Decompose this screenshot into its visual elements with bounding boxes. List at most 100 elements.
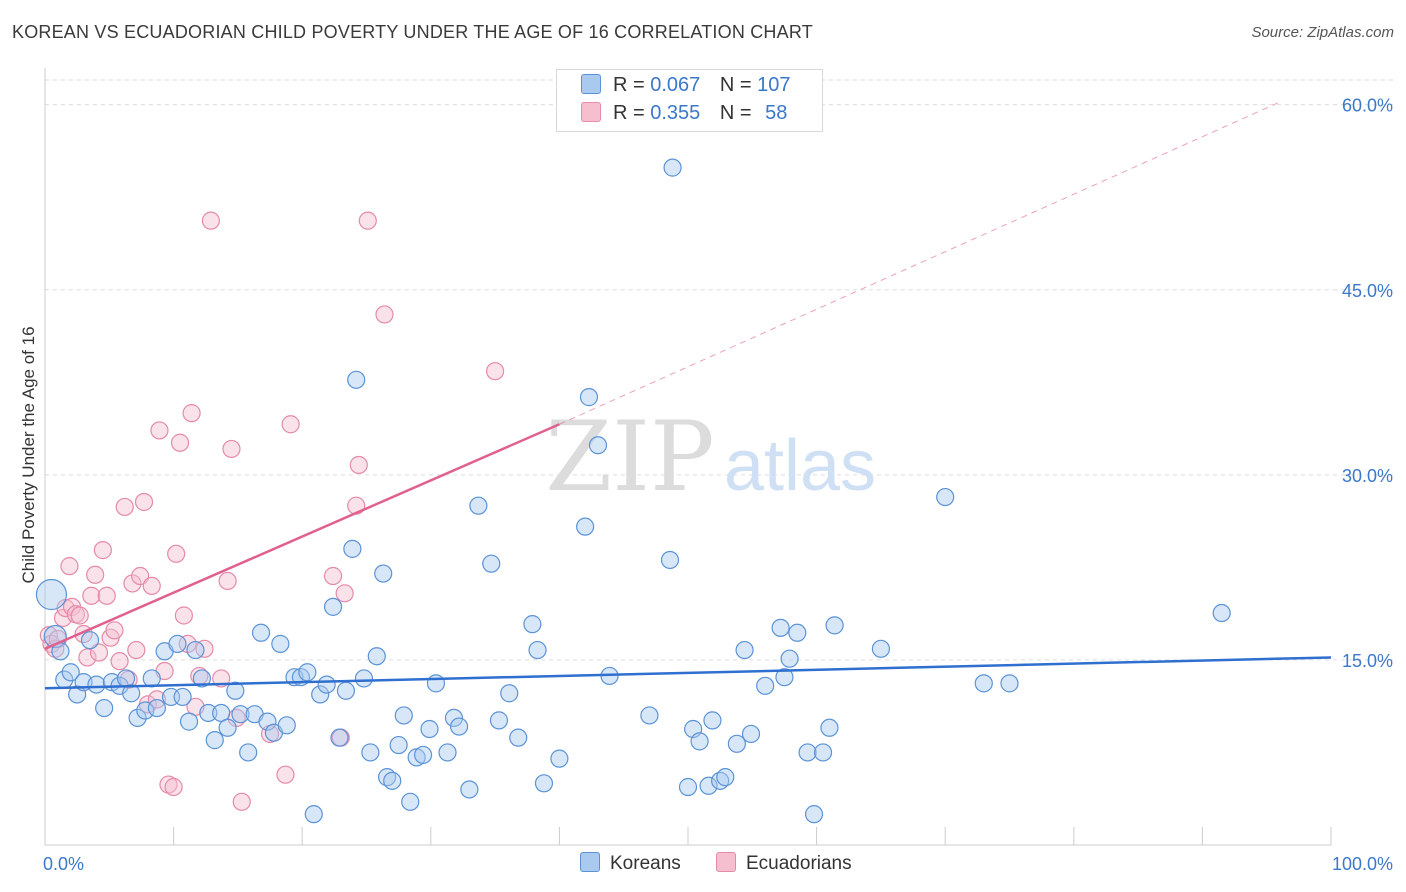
ecuadorian-point [276, 765, 295, 784]
korean-point [534, 774, 554, 793]
korean-point [147, 698, 166, 718]
ecuadorian-point [281, 415, 300, 434]
ecuadorian-point [89, 643, 109, 662]
ecuadorian-point [93, 541, 112, 560]
ecuadorian-point [232, 792, 251, 811]
ecuadorian-point [201, 211, 220, 230]
korean-point [482, 554, 501, 573]
korean-point [756, 676, 775, 695]
ecuadorian-point [182, 404, 201, 423]
korean-point [741, 724, 761, 744]
korean-point [168, 634, 187, 653]
korean-point [523, 615, 542, 634]
korean-point [489, 711, 509, 730]
korean-point [735, 640, 754, 660]
korean-point [663, 158, 682, 177]
korean-point [298, 663, 317, 682]
korean-point [579, 388, 599, 407]
korean-point [576, 517, 595, 536]
axes [44, 68, 1332, 846]
korean-point [413, 745, 433, 765]
korean-point [798, 743, 817, 762]
ecuadorian-point [170, 433, 190, 452]
ecuadorian-trend-extension [559, 101, 1280, 425]
korean-point [231, 705, 250, 724]
korean-point [226, 681, 245, 700]
korean-point [122, 684, 141, 703]
korean-point [311, 685, 330, 704]
ecuadorian-trend-line [44, 423, 560, 650]
korean-point [87, 675, 106, 694]
y-axis-label: Child Poverty Under the Age of 16 [19, 326, 38, 583]
korean-point [690, 732, 709, 751]
korean-point [444, 708, 464, 728]
korean-point [80, 631, 100, 650]
korean-point [336, 681, 356, 700]
ecuadorian-n-label: N = [719, 102, 752, 124]
ecuadorian-point [127, 640, 146, 660]
trend-lines [44, 101, 1332, 690]
ecuadorian-legend-label: Ecuadorians [746, 853, 852, 874]
korean-point [173, 687, 192, 707]
ecuadorian-point [335, 584, 354, 603]
korean-point [323, 597, 343, 616]
korean-points [35, 158, 1231, 824]
korean-r-value: 0.067 [650, 74, 701, 96]
tick-labels: 15.0% 30.0% 45.0% 60.0% 0.0% 100.0% [43, 96, 1393, 874]
korean-point [640, 706, 659, 725]
ecuadorian-point [86, 565, 105, 584]
korean-point [775, 668, 794, 687]
korean-point [804, 805, 824, 824]
ecuadorian-r-label: R = [613, 102, 645, 124]
korean-point [277, 716, 296, 735]
ecuadorian-point [134, 492, 154, 512]
korean-point [438, 743, 457, 762]
korean-legend-icon [580, 852, 600, 872]
korean-point [367, 647, 386, 666]
ecuadorian-point [70, 606, 89, 625]
korean-point [199, 703, 218, 723]
korean-point [936, 487, 955, 507]
ecuadorian-point [222, 439, 241, 459]
ecuadorian-r-value: 0.355 [650, 102, 701, 124]
korean-point [347, 370, 366, 389]
ecuadorian-point [110, 652, 129, 671]
korean-point [871, 639, 891, 658]
ecuadorian-point [123, 574, 142, 593]
ecuadorian-legend-icon [716, 852, 736, 872]
bottom-legend-koreans: Koreans [580, 852, 681, 875]
korean-r-label: R = [613, 74, 645, 96]
ecuadorian-point [150, 421, 169, 440]
ecuadorian-point [97, 586, 116, 605]
korean-point [271, 634, 290, 653]
korean-point [820, 718, 839, 737]
korean-n-value: 107 [757, 74, 791, 96]
y-tick-label: 15.0% [1342, 651, 1393, 671]
korean-point [771, 618, 790, 637]
korean-point [727, 734, 746, 753]
legend-row-koreans: R = 0.067 N = 107 [581, 74, 791, 97]
korean-point [699, 776, 718, 795]
x-tick-label: 100.0% [1332, 854, 1393, 874]
ecuadorian-point [131, 566, 150, 586]
korean-point [788, 623, 807, 642]
korean-point [550, 749, 569, 768]
ecuadorian-point [78, 648, 97, 667]
bottom-legend-ecuadorians: Ecuadorians [716, 852, 852, 875]
korean-point [509, 728, 528, 747]
korean-point [500, 684, 519, 703]
korean-point [205, 731, 224, 750]
korean-point [128, 708, 147, 728]
ecuadorian-points [39, 211, 505, 811]
korean-point [469, 496, 488, 515]
watermark: ZIP atlas [545, 401, 876, 513]
korean-point [192, 669, 211, 688]
ecuadorian-point [105, 621, 124, 640]
ecuadorian-n-value: 58 [765, 102, 788, 124]
korean-point [343, 539, 362, 558]
korean-point [389, 735, 408, 755]
korean-point [420, 719, 439, 739]
ecuadorian-point [167, 544, 186, 563]
korean-point [1000, 674, 1019, 693]
